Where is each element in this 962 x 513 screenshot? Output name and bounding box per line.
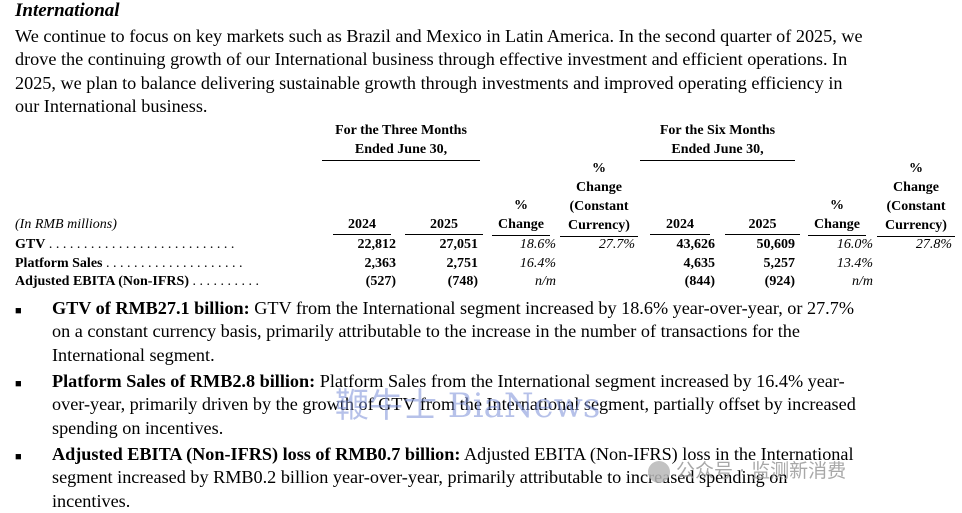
intro-line: our International business.	[15, 95, 208, 116]
three-months-header: For the Three Months Ended June 30,	[322, 121, 480, 161]
table-row: GTV . . . . . . . . . . . . . . . . . . …	[0, 237, 962, 255]
table-row: Adjusted EBITA (Non-IFRS) . . . . . . . …	[0, 274, 962, 292]
bullet-text: Adjusted EBITA (Non-IFRS) loss in the In…	[460, 444, 854, 464]
cell-value: 16.0%	[836, 237, 873, 252]
intro-line: We continue to focus on key markets such…	[15, 26, 863, 46]
bullet-text: Platform Sales from the International se…	[315, 371, 845, 391]
cell-value: 22,812	[357, 237, 397, 252]
cell-value: (748)	[447, 274, 478, 289]
cell-value: 43,626	[676, 237, 716, 252]
bullet-text: incentives.	[52, 490, 131, 511]
cell-value: 4,635	[683, 256, 716, 271]
col-pct-change-six: % Change	[808, 196, 866, 236]
cell-value: (924)	[764, 274, 795, 289]
bullet-text: segment increased by RMB0.2 billion year…	[52, 467, 788, 488]
table-row: Platform Sales . . . . . . . . . . . . .…	[0, 256, 962, 274]
col-constant-currency: % Change (Constant Currency)	[560, 159, 638, 237]
bullet-square-icon: ■	[15, 378, 22, 390]
bullet-square-icon: ■	[15, 451, 22, 463]
intro-paragraph: We continue to focus on key markets such…	[15, 25, 955, 118]
cell-value: 27.8%	[915, 237, 952, 252]
col-year-2025: 2025	[405, 215, 483, 235]
account-watermark-text: 公众号 · 监测新消费	[676, 460, 847, 482]
col-constant-currency-six: % Change (Constant Currency)	[877, 159, 955, 237]
bullet-text: over-year, primarily driven by the growt…	[52, 394, 856, 415]
section-heading: International	[15, 0, 120, 21]
bullet-text: International segment.	[52, 344, 215, 365]
dot-leader: . . . . . . . . . . . . . . . . . . . .	[102, 256, 243, 271]
intro-line: drove the continuing growth of our Inter…	[15, 49, 848, 70]
cell-value: n/m	[852, 274, 873, 289]
bullet-title: GTV of RMB27.1 billion:	[52, 298, 250, 318]
cell-value: 27,051	[439, 237, 479, 252]
bullet-gtv: ■ GTV of RMB27.1 billion: GTV from the I…	[15, 297, 950, 367]
cell-value: 27.7%	[598, 237, 635, 252]
intro-line: 2025, we plan to balance delivering sust…	[15, 72, 843, 93]
cell-value: 50,609	[756, 237, 796, 252]
col-year-2024: 2024	[333, 215, 391, 235]
bullet-title: Adjusted EBITA (Non-IFRS) loss of RMB0.7…	[52, 444, 461, 464]
col-year-2024-six: 2024	[650, 215, 710, 235]
row-label: GTV	[15, 237, 46, 252]
cell-value: (844)	[684, 274, 715, 289]
bullet-text: on a constant currency basis, primarily …	[52, 321, 800, 342]
cell-value: 13.4%	[836, 256, 873, 271]
row-label: Platform Sales	[15, 256, 103, 271]
col-pct-change: % Change	[492, 196, 550, 236]
cell-value: 18.6%	[519, 237, 556, 252]
watermark: 鞭牛士 BiaNews	[335, 386, 601, 426]
bullet-title: Platform Sales of RMB2.8 billion:	[52, 371, 316, 391]
cell-value: 2,751	[446, 256, 479, 271]
cell-value: (527)	[365, 274, 396, 289]
bullet-platform-sales: ■ Platform Sales of RMB2.8 billion: Plat…	[15, 370, 950, 440]
cell-value: 16.4%	[519, 256, 556, 271]
bullet-square-icon: ■	[15, 305, 22, 317]
cell-value: 5,257	[763, 256, 796, 271]
units-label: (In RMB millions)	[15, 217, 117, 232]
account-watermark: 公众号 · 监测新消费	[648, 456, 846, 483]
dot-leader: . . . . . . . . . . . . . . . . . . . . …	[45, 237, 235, 252]
six-months-header: For the Six Months Ended June 30,	[640, 121, 795, 161]
wechat-icon	[648, 460, 670, 483]
bullet-text: spending on incentives.	[52, 417, 224, 438]
cell-value: 2,363	[364, 256, 397, 271]
col-year-2025-six: 2025	[725, 215, 800, 235]
cell-value: n/m	[535, 274, 556, 289]
row-label: Adjusted EBITA (Non-IFRS)	[15, 274, 189, 289]
dot-leader: . . . . . . . . . .	[189, 274, 260, 289]
bullet-text: GTV from the International segment incre…	[249, 298, 854, 318]
